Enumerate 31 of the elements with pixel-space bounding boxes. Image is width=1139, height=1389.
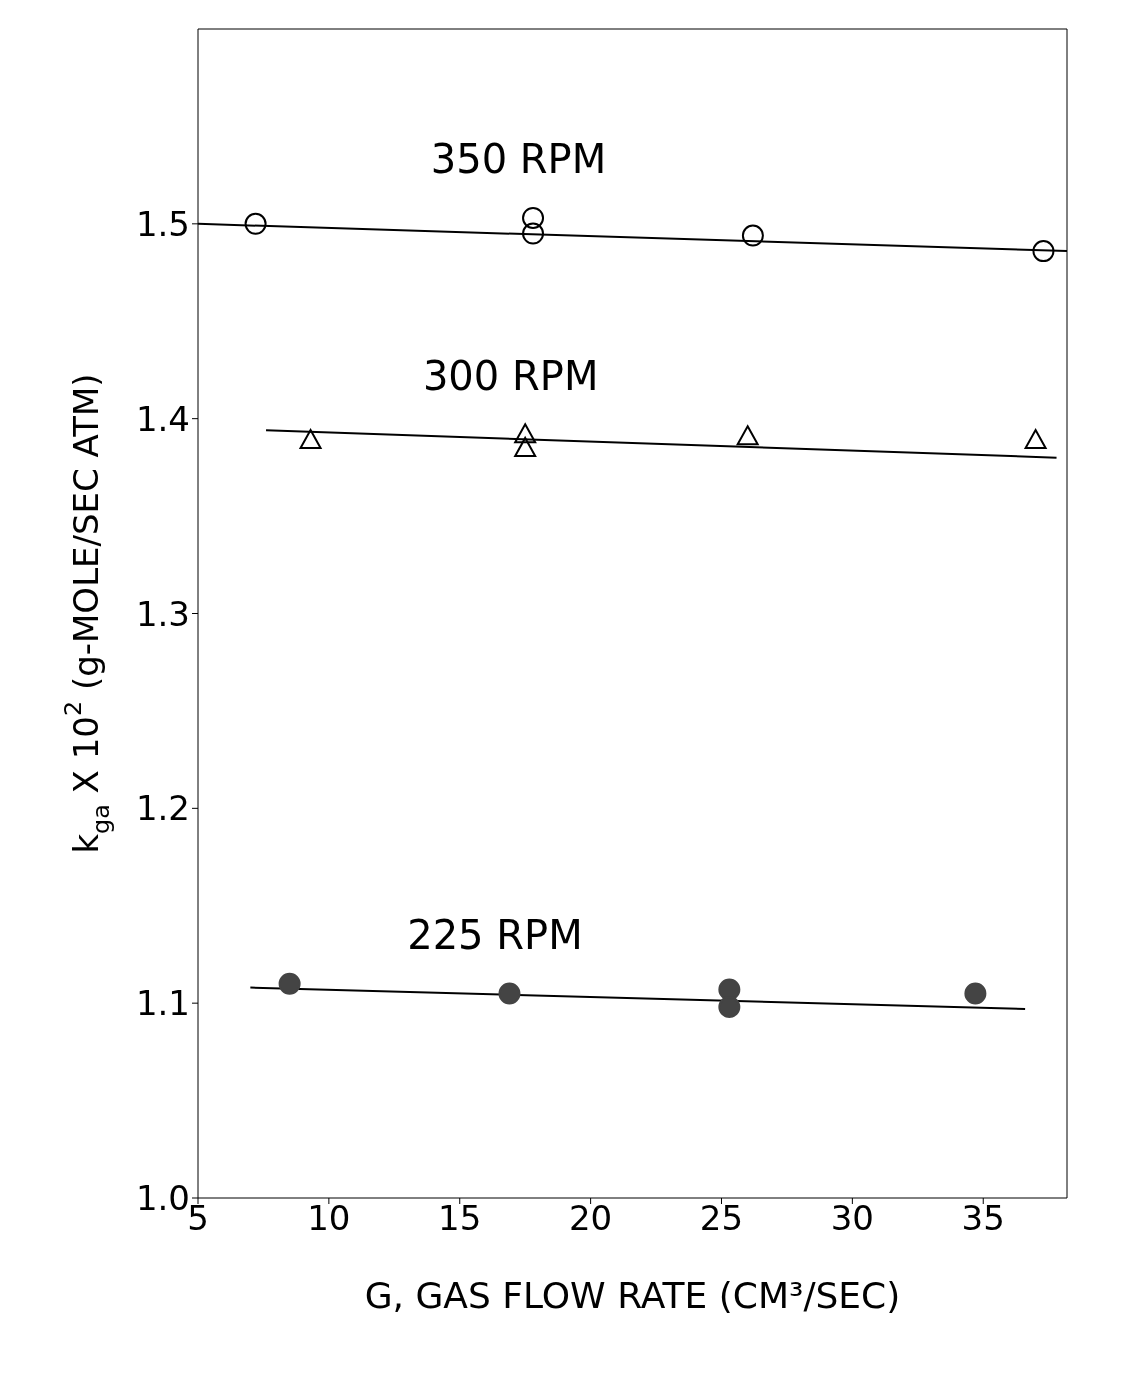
point <box>514 423 537 444</box>
point <box>736 425 759 446</box>
y-tick-label: 1.3 <box>135 593 190 634</box>
x-tick-label: 35 <box>961 1198 1005 1239</box>
y-tick-label: 1.0 <box>135 1178 190 1219</box>
series-label: 300 RPM <box>422 352 599 399</box>
point <box>498 982 521 1005</box>
y-tick-label: 1.1 <box>135 983 190 1024</box>
x-tick-label: 5 <box>187 1198 209 1239</box>
y-tick-label: 1.5 <box>135 203 190 244</box>
point <box>718 996 741 1019</box>
point <box>1032 240 1055 263</box>
point <box>244 212 267 235</box>
x-tick-label: 30 <box>830 1198 874 1239</box>
point <box>522 206 545 229</box>
series-label: 350 RPM <box>430 136 607 183</box>
point <box>514 436 537 457</box>
point <box>964 982 987 1005</box>
point <box>1024 429 1047 450</box>
x-axis-title: G, GAS FLOW RATE (CM³/SEC) <box>364 1275 901 1316</box>
x-tick-label: 20 <box>568 1198 613 1239</box>
x-tick-label: 15 <box>438 1198 482 1239</box>
point <box>299 429 322 450</box>
y-tick-label: 1.2 <box>135 788 190 829</box>
point <box>741 224 764 247</box>
point <box>522 222 545 245</box>
x-tick-label: 25 <box>699 1198 744 1239</box>
y-tick-label: 1.4 <box>135 398 190 439</box>
x-tick-label: 10 <box>307 1198 351 1239</box>
series-label: 225 RPM <box>407 911 583 958</box>
point <box>278 972 301 995</box>
